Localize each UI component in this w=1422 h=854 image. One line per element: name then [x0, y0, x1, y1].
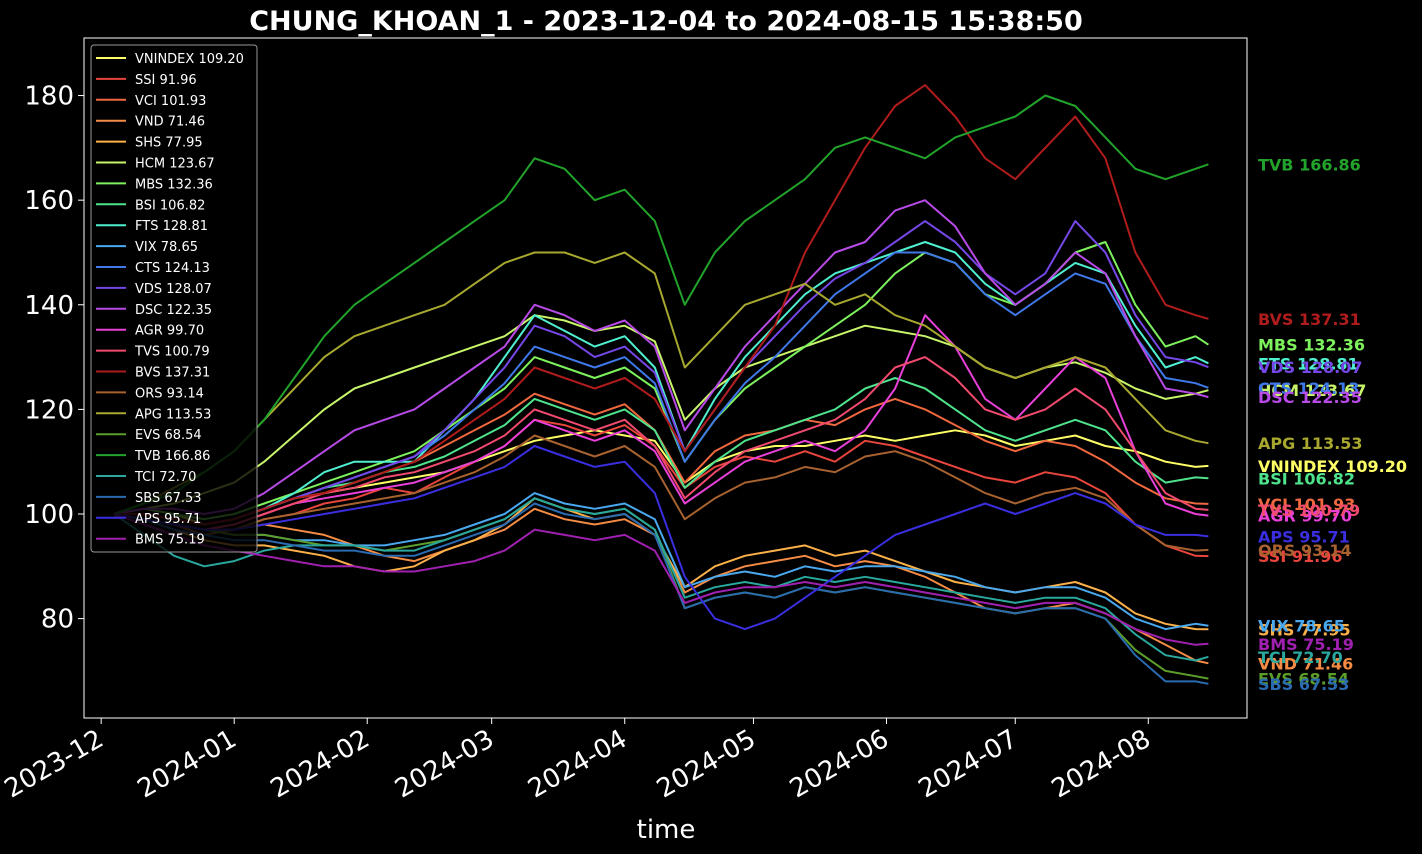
- end-label-hcm: HCM 123.67: [1258, 381, 1366, 400]
- legend-item-tvs: TVS 100.79: [134, 345, 210, 360]
- x-tick-label: 2024-03: [390, 724, 499, 804]
- end-label-sbs: SBS 67.53: [1258, 675, 1349, 694]
- y-tick-label: 120: [24, 395, 74, 425]
- legend-item-ors: ORS 93.14: [135, 386, 204, 401]
- end-label-tvs: TVS 100.79: [1258, 501, 1360, 520]
- x-tick-label: 2024-06: [785, 724, 894, 804]
- series-line-bms: [113, 513, 1209, 646]
- end-label-bvs: BVS 137.31: [1258, 310, 1361, 329]
- legend-item-vnindex: VNINDEX 109.20: [135, 52, 244, 67]
- legend-item-vds: VDS 128.07: [135, 282, 212, 297]
- y-tick-label: 100: [24, 500, 74, 530]
- end-label-agr: AGR 99.70: [1258, 507, 1352, 526]
- end-label-aps: APS 95.71: [1258, 527, 1350, 546]
- legend-item-bvs: BVS 137.31: [135, 366, 210, 381]
- legend-item-cts: CTS 124.13: [135, 261, 210, 276]
- legend-item-vnd: VND 71.46: [135, 115, 205, 130]
- legend-item-bms: BMS 75.19: [135, 533, 205, 548]
- series-line-tvs: [113, 356, 1209, 531]
- chart-title: CHUNG_KHOAN_1 - 2023-12-04 to 2024-08-15…: [249, 6, 1083, 37]
- x-tick-label: 2023-12: [0, 724, 109, 804]
- y-tick-label: 180: [24, 82, 74, 112]
- series-line-apg: [113, 251, 1209, 515]
- end-label-vnd: VND 71.46: [1258, 654, 1353, 673]
- end-label-bsi: BSI 106.82: [1258, 469, 1355, 488]
- legend-item-tci: TCI 72.70: [134, 470, 196, 485]
- series-line-tvb: [113, 94, 1209, 515]
- end-label-vci: VCI 101.93: [1258, 495, 1355, 514]
- y-tick-label: 80: [41, 605, 74, 635]
- end-label-apg: APG 113.53: [1258, 434, 1363, 453]
- x-axis: 2023-12 2024-01 2024-02 2024-03 2024-04 2024-…: [0, 718, 1156, 804]
- end-label-shs: SHS 77.95: [1258, 620, 1351, 639]
- series-lines: [113, 84, 1209, 685]
- end-label-ors: ORS 93.14: [1258, 541, 1352, 560]
- x-axis-label: time: [637, 815, 696, 845]
- end-value-labels: VNINDEX 109.20 SSI 91.96 VCI 101.93 VND 71.…: [1258, 155, 1407, 694]
- y-axis: 80 100 120 140 160 180: [24, 82, 84, 635]
- end-label-vds: VDS 128.07: [1258, 358, 1363, 377]
- end-label-mbs: MBS 132.36: [1258, 336, 1365, 355]
- legend-item-sbs: SBS 67.53: [135, 491, 202, 506]
- end-label-tci: TCI 72.70: [1258, 648, 1343, 667]
- legend-item-apg: APG 113.53: [135, 407, 211, 422]
- y-tick-label: 140: [24, 291, 74, 321]
- series-line-ors: [113, 434, 1209, 552]
- legend-item-vci: VCI 101.93: [135, 94, 206, 109]
- legend: VNINDEX 109.20 SSI 91.96 VCI 101.93 VND 71.…: [90, 44, 258, 553]
- end-label-cts: CTS 124.13: [1258, 379, 1360, 398]
- legend-item-vix: VIX 78.65: [135, 240, 198, 255]
- end-label-evs: EVS 68.54: [1258, 670, 1349, 689]
- legend-item-aps: APS 95.71: [135, 512, 201, 527]
- end-label-fts: FTS 128.81: [1258, 354, 1359, 373]
- x-tick-label: 2024-04: [523, 724, 632, 804]
- legend-item-ssi: SSI 91.96: [135, 73, 197, 88]
- legend-item-mbs: MBS 132.36: [135, 177, 213, 192]
- x-tick-label: 2024-07: [914, 724, 1023, 804]
- end-label-tvb: TVB 166.86: [1258, 155, 1361, 174]
- x-tick-label: 2024-05: [652, 724, 761, 804]
- legend-item-hcm: HCM 123.67: [135, 157, 215, 172]
- legend-frame: [90, 44, 258, 553]
- x-tick-label: 2024-08: [1047, 724, 1156, 804]
- end-label-vix: VIX 78.65: [1258, 617, 1345, 636]
- y-tick-label: 160: [24, 186, 74, 216]
- x-tick-label: 2024-01: [133, 724, 242, 804]
- end-label-dsc: DSC 122.35: [1258, 388, 1362, 407]
- legend-item-fts: FTS 128.81: [135, 219, 208, 234]
- series-line-dsc: [113, 199, 1209, 515]
- end-label-bms: BMS 75.19: [1258, 635, 1354, 654]
- legend-item-tvb: TVB 166.86: [134, 449, 210, 464]
- legend-item-bsi: BSI 106.82: [135, 198, 205, 213]
- end-label-vnindex: VNINDEX 109.20: [1258, 457, 1407, 476]
- series-line-bvs: [114, 84, 1209, 526]
- legend-item-agr: AGR 99.70: [135, 324, 204, 339]
- series-line-sbs: [113, 502, 1209, 685]
- x-tick-label: 2024-02: [266, 724, 375, 804]
- end-label-ssi: SSI 91.96: [1258, 547, 1342, 566]
- legend-item-evs: EVS 68.54: [135, 428, 202, 443]
- legend-item-shs: SHS 77.95: [135, 136, 203, 151]
- series-line-aps: [113, 445, 1209, 631]
- legend-item-dsc: DSC 122.35: [135, 303, 212, 318]
